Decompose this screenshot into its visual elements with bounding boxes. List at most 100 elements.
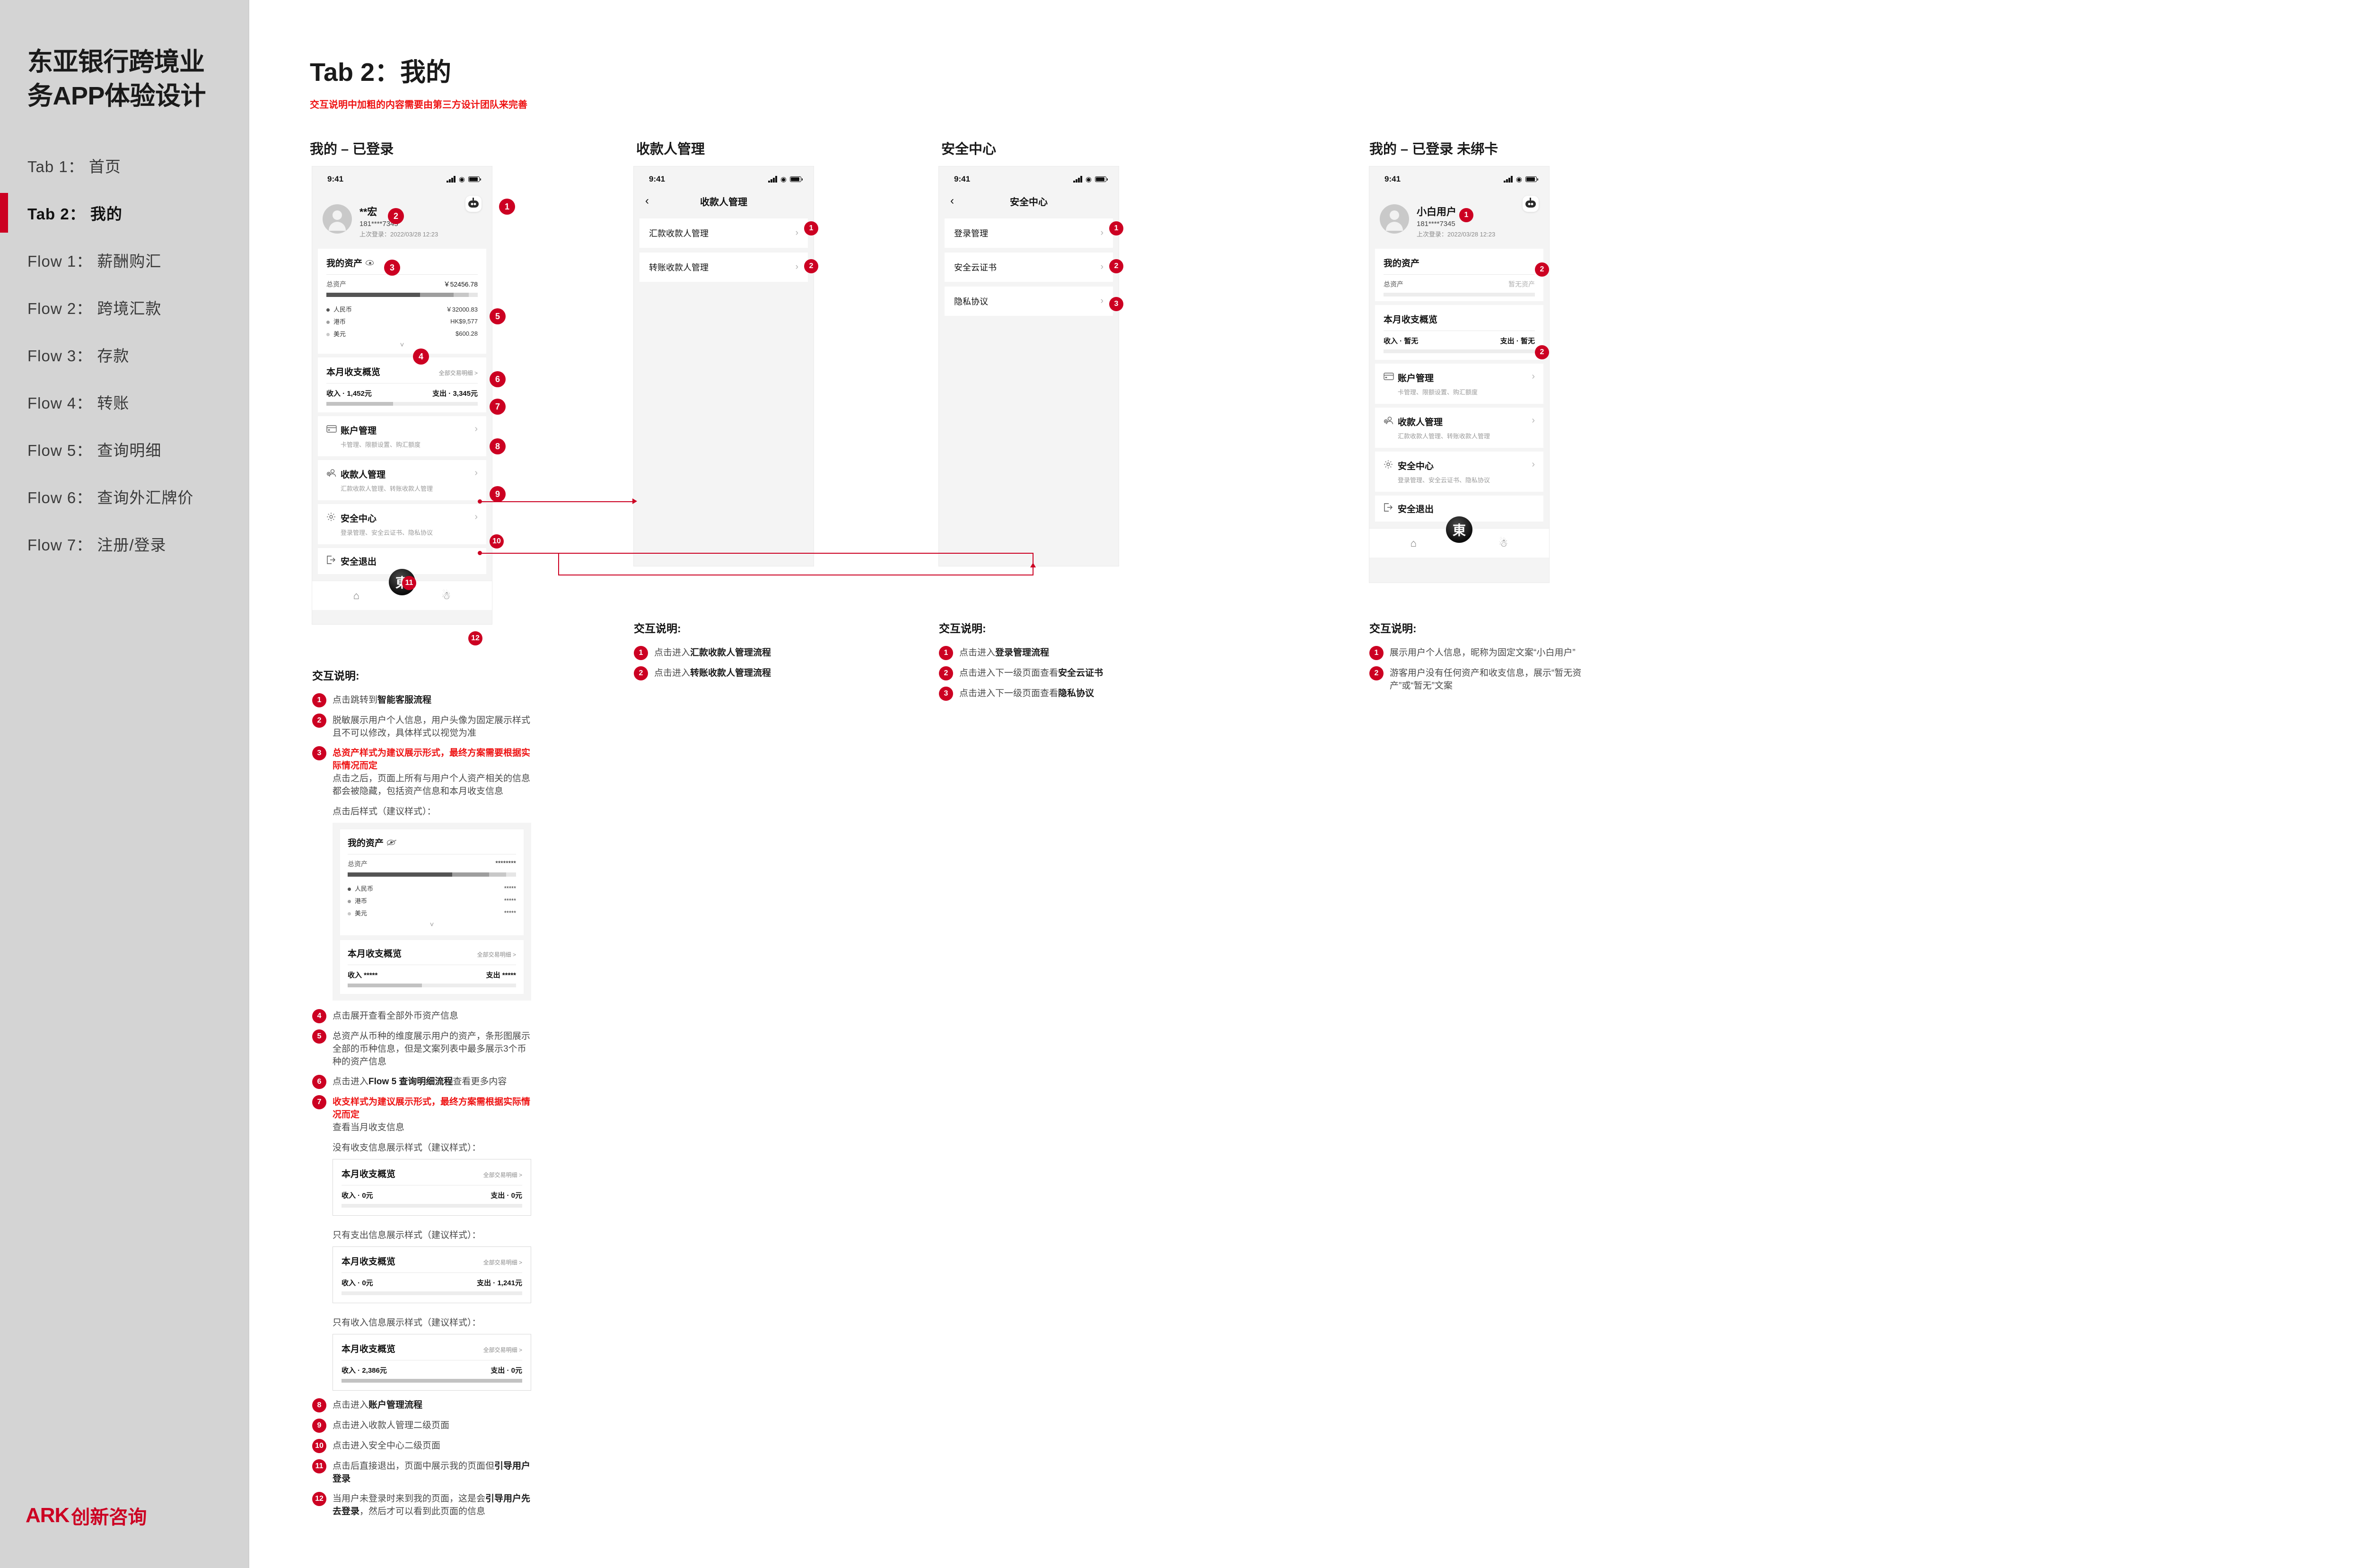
note-item: 2 点击进入转账收款人管理流程 xyxy=(634,666,856,680)
income-value: 收入 · 1,452元 xyxy=(326,390,372,398)
chevron-right-icon[interactable]: › xyxy=(1100,228,1104,238)
note-number: 12 xyxy=(312,1491,326,1506)
avatar xyxy=(1380,204,1409,234)
badge-4: 4 xyxy=(413,348,429,365)
sidebar-item-1[interactable]: Tab 2： 我的 xyxy=(0,189,249,236)
gear-icon xyxy=(326,512,341,524)
avatar xyxy=(323,204,352,234)
sidebar-item-label: Flow 6： 查询外汇牌价 xyxy=(27,489,194,506)
signal-icon xyxy=(768,176,777,183)
user-phone: 181****7345 xyxy=(359,220,398,228)
note-number: 6 xyxy=(312,1074,326,1089)
chevron-right-icon[interactable]: › xyxy=(795,228,798,238)
robot-icon[interactable] xyxy=(1523,196,1539,212)
sidebar-item-4[interactable]: Flow 3： 存款 xyxy=(0,331,249,378)
nav-title: 安全中心 xyxy=(1010,197,1048,208)
signal-icon xyxy=(446,176,455,183)
note-item: 4 点击展开查看全部外币资产信息 xyxy=(312,1009,534,1023)
sidebar-item-0[interactable]: Tab 1： 首页 xyxy=(0,142,249,189)
list-item[interactable]: 登录管理 › xyxy=(945,218,1113,248)
menu-item-gear[interactable]: 安全中心 登录管理、安全云证书、隐私协议 › xyxy=(318,504,486,544)
total-assets-value: 暂无资产 xyxy=(1508,280,1535,288)
chevron-right-icon[interactable]: › xyxy=(1100,262,1104,272)
note-text: 游客用户没有任何资产和收支信息，展示“暂无资产”或“暂无”文案 xyxy=(1390,668,1582,691)
note-number: 4 xyxy=(312,1009,326,1023)
list-item[interactable]: 隐私协议 › xyxy=(945,287,1113,316)
chevron-right-icon[interactable]: › xyxy=(474,512,478,522)
badge-p2-1: 1 xyxy=(804,221,818,235)
interaction-notes-column-2: 交互说明: 1 点击进入汇款收款人管理流程 2 点击进入转账收款人管理流程 xyxy=(634,619,856,687)
chevron-left-icon[interactable]: ‹ xyxy=(645,194,649,207)
status-bar: 9:41 ◉ xyxy=(1369,166,1549,188)
badge-7: 7 xyxy=(490,399,506,415)
row-label: 安全云证书 xyxy=(954,263,997,272)
sidebar-item-5[interactable]: Flow 4： 转账 xyxy=(0,378,249,426)
brand-title: 东亚银行跨境业务APP体验设计 xyxy=(27,48,206,110)
list-item[interactable]: 汇款收款人管理 › xyxy=(639,218,808,248)
menu-item-title: 收款人管理 xyxy=(341,470,386,480)
menu-item-card[interactable]: 账户管理 卡管理、限额设置、购汇额度 › xyxy=(1375,364,1543,404)
sample-variant-label: 没有收支信息展示样式（建议样式）： xyxy=(333,1142,481,1153)
chevron-right-icon[interactable]: › xyxy=(1532,371,1535,382)
note-text: 点击进入登录管理流程 xyxy=(959,648,1050,658)
note-number: 11 xyxy=(312,1459,326,1473)
logout-icon xyxy=(1384,503,1398,514)
menu-item-card[interactable]: 账户管理 卡管理、限额设置、购汇额度 › xyxy=(318,416,486,456)
menu-item-gear[interactable]: 安全中心 登录管理、安全云证书、隐私协议 › xyxy=(1375,452,1543,492)
note-item: 1 展示用户个人信息，昵称为固定文案“小白用户” xyxy=(1369,646,1592,660)
home-icon[interactable]: ⌂ xyxy=(353,589,360,601)
user-name: 小白用户 xyxy=(1417,207,1456,218)
list-item[interactable]: 转账收款人管理 › xyxy=(639,253,808,282)
monthly-flow-card: 本月收支概览 收入 · 暂无 支出 · 暂无 xyxy=(1375,305,1543,360)
chevron-down-icon[interactable]: ˅ xyxy=(400,341,404,349)
home-icon[interactable]: ⌂ xyxy=(1410,537,1417,549)
sidebar-item-8[interactable]: Flow 7： 注册/登录 xyxy=(0,520,249,567)
sidebar-item-7[interactable]: Flow 6： 查询外汇牌价 xyxy=(0,473,249,520)
note-number: 3 xyxy=(939,687,953,701)
payee-icon xyxy=(1384,416,1398,427)
note-number: 1 xyxy=(634,646,648,660)
person-icon[interactable]: ☃ xyxy=(441,589,451,601)
chevron-right-icon[interactable]: › xyxy=(1532,459,1535,470)
chevron-right-icon[interactable]: › xyxy=(474,424,478,434)
robot-icon[interactable] xyxy=(465,196,482,212)
note-number: 3 xyxy=(312,746,326,760)
payee-icon xyxy=(326,469,341,479)
column-heading-security: 安全中心 xyxy=(941,142,997,157)
chevron-left-icon[interactable]: ‹ xyxy=(950,194,954,207)
badge-3: 3 xyxy=(384,260,400,276)
eye-icon[interactable] xyxy=(366,260,374,265)
note-text: 点击进入下一级页面查看安全云证书 xyxy=(959,668,1104,678)
sidebar-item-2[interactable]: Flow 1： 薪酬购汇 xyxy=(0,236,249,284)
notes-heading: 交互说明: xyxy=(634,622,681,635)
notes-heading: 交互说明: xyxy=(939,622,986,635)
status-bar: 9:41 ◉ xyxy=(312,166,492,188)
note-item: 3 点击进入下一级页面查看隐私协议 xyxy=(939,687,1161,701)
note-number: 9 xyxy=(312,1418,326,1433)
menu-item-payee[interactable]: 收款人管理 汇款收款人管理、转账收款人管理 › xyxy=(1375,408,1543,448)
note-text: 脱敏展示用户个人信息，用户头像为固定展示样式且不可以修改，具体样式以视觉为准 xyxy=(333,715,531,738)
logout-label: 安全退出 xyxy=(341,557,377,567)
currency-value: ￥32000.83 xyxy=(446,305,478,313)
row-label: 隐私协议 xyxy=(954,297,988,306)
sidebar-item-3[interactable]: Flow 2： 跨境汇款 xyxy=(0,284,249,331)
sidebar-item-label: Tab 1： 首页 xyxy=(27,158,121,175)
note-text: 点击进入汇款收款人管理流程 xyxy=(654,648,771,658)
list-item[interactable]: 安全云证书 › xyxy=(945,253,1113,282)
assets-title: 我的资产 xyxy=(326,259,363,269)
chevron-right-icon[interactable]: › xyxy=(474,468,478,478)
menu-item-payee[interactable]: 收款人管理 汇款收款人管理、转账收款人管理 › xyxy=(318,460,486,500)
brand-logo-ball[interactable]: 東 xyxy=(1446,516,1472,543)
chevron-right-icon[interactable]: › xyxy=(795,262,798,272)
chevron-right-icon[interactable]: › xyxy=(1100,296,1104,306)
connector-security-line-h xyxy=(480,553,1033,554)
menu-list: 账户管理 卡管理、限额设置、购汇额度 › 收款人管理 汇款收款人管理、转账收款人管理 › 安… xyxy=(312,416,492,544)
eye-off-icon[interactable] xyxy=(387,839,395,845)
sample-variant-label: 只有收入信息展示样式（建议样式）： xyxy=(333,1317,481,1328)
sidebar-item-6[interactable]: Flow 5： 查询明细 xyxy=(0,426,249,473)
note-item: 5 总资产从币种的维度展示用户的资产，条形图展示全部的币种信息，但是文案列表中最多… xyxy=(312,1029,534,1069)
total-assets-label: 总资产 xyxy=(1384,280,1403,288)
chevron-right-icon[interactable]: › xyxy=(1532,415,1535,426)
all-transactions-link[interactable]: 全部交易明细 > xyxy=(438,370,478,376)
person-icon[interactable]: ☃ xyxy=(1498,537,1508,549)
